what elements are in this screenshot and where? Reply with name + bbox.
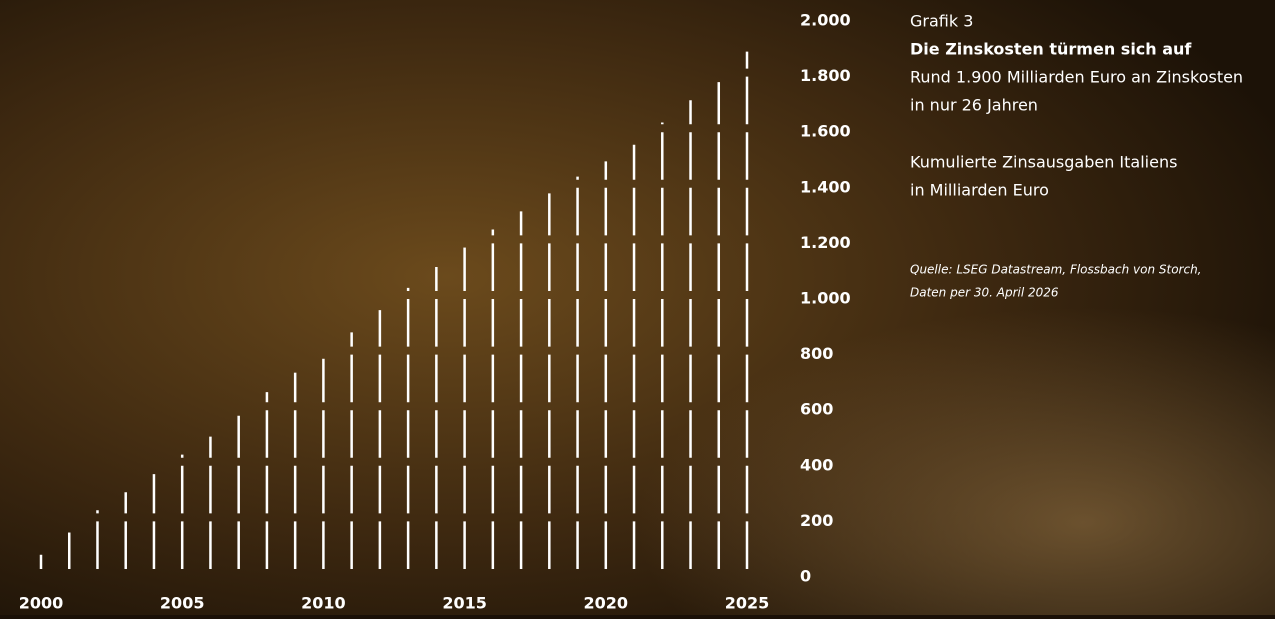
subtitle: in nur 26 Jahren [910, 96, 1038, 115]
x-tick-label: 2025 [725, 594, 770, 613]
y-axis-label: Kumulierte Zinsausgaben Italiens [910, 153, 1177, 172]
y-tick-label: 1.400 [800, 177, 851, 196]
subtitle: Rund 1.900 Milliarden Euro an Zinskosten [910, 68, 1243, 87]
y-tick-label: 1.200 [800, 233, 851, 252]
y-tick-label: 1.600 [800, 122, 851, 141]
y-tick-label: 2.000 [800, 11, 851, 30]
chart-title: Die Zinskosten türmen sich auf [910, 40, 1192, 59]
x-tick-label: 2015 [442, 594, 487, 613]
x-tick-label: 2020 [584, 594, 629, 613]
y-tick-label: 600 [800, 400, 833, 419]
y-tick-label: 0 [800, 567, 811, 586]
x-tick-label: 2000 [19, 594, 64, 613]
chart-label: Grafik 3 [910, 12, 973, 31]
y-axis-label: in Milliarden Euro [910, 181, 1049, 200]
y-tick-label: 200 [800, 511, 833, 530]
y-tick-label: 1.800 [800, 66, 851, 85]
y-tick-label: 400 [800, 455, 833, 474]
x-tick-label: 2010 [301, 594, 346, 613]
x-tick-label: 2005 [160, 594, 205, 613]
source: Daten per 30. April 2026 [910, 286, 1059, 300]
y-tick-label: 800 [800, 344, 833, 363]
source: Quelle: LSEG Datastream, Flossbach von S… [910, 263, 1202, 277]
y-tick-label: 1.000 [800, 289, 851, 308]
